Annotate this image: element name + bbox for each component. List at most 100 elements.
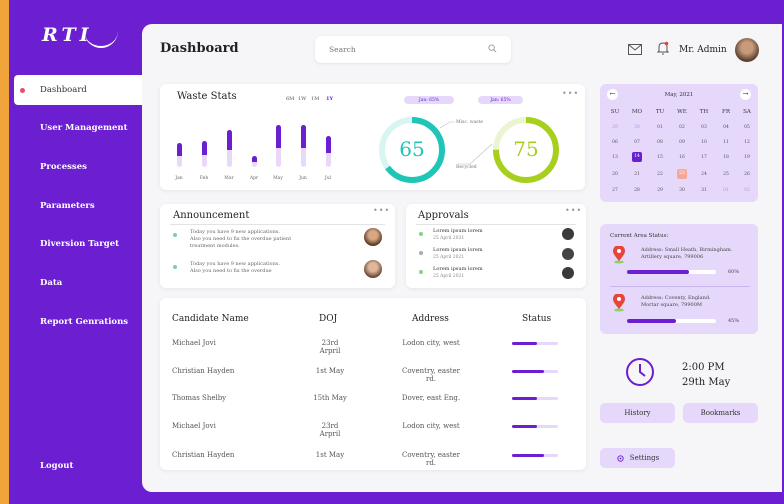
calendar-day[interactable]: 13 — [612, 155, 618, 160]
search-icon[interactable] — [488, 44, 497, 53]
bar[interactable] — [227, 130, 232, 150]
bar[interactable] — [252, 156, 257, 162]
approval-item[interactable]: Lorem ipsum lorem 25 April 2021 — [433, 228, 483, 241]
next-month-button[interactable]: → — [740, 89, 751, 100]
sidebar-item-diversion-target[interactable]: Diversion Target — [14, 229, 138, 259]
calendar-day[interactable]: 26 — [744, 172, 750, 177]
range-1y[interactable]: 1Y — [326, 96, 334, 102]
calendar-day[interactable]: 01 — [723, 188, 729, 193]
calendar-day[interactable]: 03 — [701, 125, 707, 130]
calendar-day[interactable]: 23 — [677, 169, 687, 179]
announcement-item[interactable]: Today you have 9 new applications. Also … — [190, 261, 280, 274]
cell-name: Michael Jovi — [172, 422, 216, 430]
calendar-day[interactable]: 05 — [744, 125, 750, 130]
more-options-icon[interactable]: ••• — [373, 206, 391, 215]
range-6m[interactable]: 6M — [286, 96, 295, 102]
calendar-day[interactable]: 19 — [744, 155, 750, 160]
settings-button[interactable]: Settings — [600, 448, 675, 468]
sidebar-item-label: User Management — [40, 123, 128, 133]
bar[interactable] — [177, 143, 182, 156]
location-progress — [627, 319, 716, 323]
sidebar-item-label: Diversion Target — [40, 239, 120, 249]
location-progress — [627, 270, 716, 274]
calendar-day[interactable]: 10 — [701, 140, 707, 145]
calendar-day[interactable]: 02 — [679, 125, 685, 130]
calendar-day[interactable]: 29 — [657, 188, 663, 193]
bullet — [419, 251, 423, 255]
user-name[interactable]: Mr. Admin — [679, 45, 727, 55]
calendar-day[interactable]: 29 — [612, 125, 618, 130]
announcement-item[interactable]: Today you have 9 new applications. Also … — [190, 229, 292, 249]
recycled-ring — [493, 117, 559, 183]
logout-button[interactable]: Logout — [14, 451, 138, 481]
range-1m[interactable]: 1M — [311, 96, 320, 102]
calendar-day[interactable]: 12 — [744, 140, 750, 145]
bullet — [419, 232, 423, 236]
calendar-day[interactable]: 18 — [723, 155, 729, 160]
calendar-day[interactable]: 30 — [679, 188, 685, 193]
clock-date: 29th May — [682, 377, 731, 388]
calendar-day[interactable]: 22 — [657, 172, 663, 177]
search-box[interactable] — [315, 36, 511, 63]
calendar-day[interactable]: 25 — [723, 172, 729, 177]
sidebar-item-processes[interactable]: Processes — [14, 152, 138, 182]
avatar — [364, 228, 382, 246]
sidebar-item-parameters[interactable]: Parameters — [14, 191, 138, 221]
bar[interactable] — [326, 136, 331, 153]
calendar-day[interactable]: 21 — [634, 172, 640, 177]
calendar-day[interactable]: 01 — [657, 125, 663, 130]
history-button[interactable]: History — [600, 403, 675, 423]
candidate-table — [160, 298, 586, 470]
calendar-day[interactable]: 15 — [657, 155, 663, 160]
calendar-day[interactable]: 20 — [612, 172, 618, 177]
calendar-day[interactable]: 24 — [701, 172, 707, 177]
bar[interactable] — [202, 141, 207, 155]
waste-stats-title: Waste Stats — [177, 91, 237, 102]
recycled-label: Recycled — [456, 165, 477, 170]
bar[interactable] — [301, 125, 306, 148]
calendar-day[interactable]: 16 — [679, 155, 685, 160]
calendar-day[interactable]: 28 — [634, 188, 640, 193]
mail-icon[interactable] — [628, 44, 642, 55]
calendar-day[interactable]: 04 — [723, 125, 729, 130]
more-options-icon[interactable]: ••• — [565, 206, 583, 215]
prev-month-button[interactable]: ← — [607, 89, 618, 100]
bookmarks-button[interactable]: Bookmarks — [683, 403, 758, 423]
weekday-label: FR — [722, 109, 730, 115]
calendar-day[interactable]: 30 — [634, 125, 640, 130]
sidebar-item-user-management[interactable]: User Management — [14, 113, 138, 143]
calendar-day[interactable]: 09 — [679, 140, 685, 145]
calendar-day[interactable]: 14 — [632, 152, 642, 162]
avatar[interactable] — [735, 38, 759, 62]
bullet — [419, 270, 423, 274]
column-header-name: Candidate Name — [172, 314, 249, 324]
calendar-day[interactable]: 17 — [701, 155, 707, 160]
calendar-day[interactable]: 02 — [744, 188, 750, 193]
approval-item[interactable]: Lorem ipsum lorem 25 April 2021 — [433, 266, 483, 279]
calendar-day[interactable]: 08 — [657, 140, 663, 145]
logo: RTI — [42, 24, 93, 46]
calendar-day[interactable]: 06 — [612, 140, 618, 145]
sidebar-item-report-genrations[interactable]: Report Genrations — [14, 307, 138, 337]
weekday-label: SA — [743, 109, 751, 115]
bar-slot — [326, 123, 331, 167]
bell-icon[interactable] — [657, 41, 669, 55]
area-status-title: Current Area Status: — [610, 233, 669, 239]
range-1w[interactable]: 1W — [298, 96, 307, 102]
calendar-day[interactable]: 31 — [701, 188, 707, 193]
more-options-icon[interactable]: ••• — [562, 89, 580, 98]
approval-item[interactable]: Lorem ipsum lorem 25 April 2021 — [433, 247, 483, 260]
calendar-day[interactable]: 27 — [612, 188, 618, 193]
status-bar — [512, 397, 558, 400]
sidebar-item-dashboard[interactable]: Dashboard — [14, 75, 142, 105]
sidebar-item-data[interactable]: Data — [14, 268, 138, 298]
bar[interactable] — [276, 125, 281, 148]
area-status-card — [600, 224, 758, 334]
calendar-day[interactable]: 11 — [723, 140, 729, 145]
location-pin-icon — [613, 294, 625, 312]
search-input[interactable] — [329, 45, 479, 54]
calendar-day[interactable]: 07 — [634, 140, 640, 145]
misc-waste-value: 65 — [399, 137, 425, 161]
cell-doj: 23rd Arpril — [319, 422, 341, 438]
bar-label: Jul — [324, 176, 332, 181]
